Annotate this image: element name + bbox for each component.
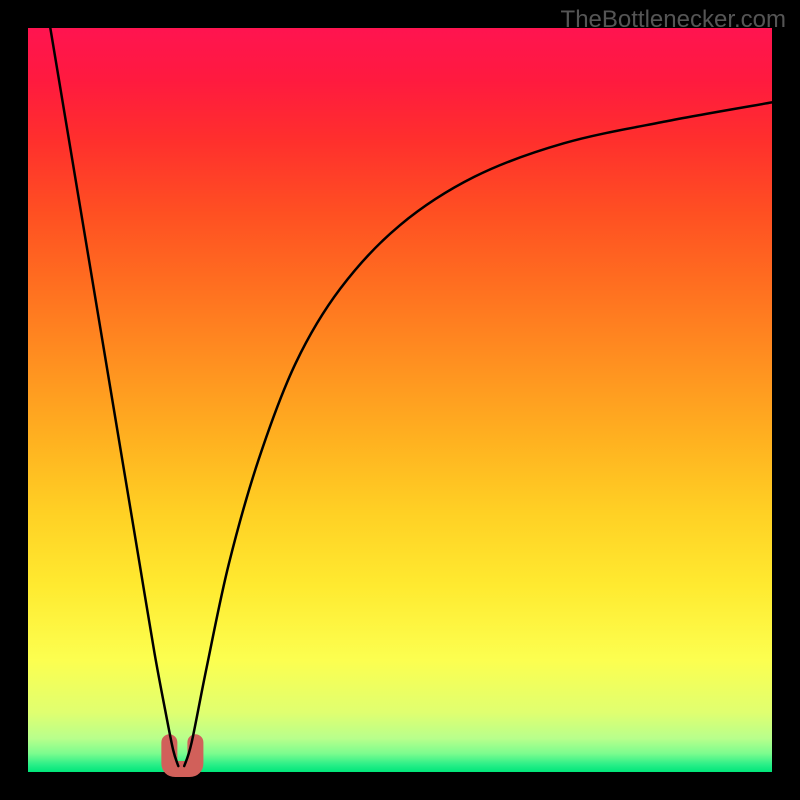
watermark-text: TheBottlenecker.com (561, 6, 786, 34)
chart-background-gradient (28, 28, 772, 772)
chart-container: TheBottlenecker.com (0, 0, 800, 800)
bottleneck-curve-chart (0, 0, 800, 800)
